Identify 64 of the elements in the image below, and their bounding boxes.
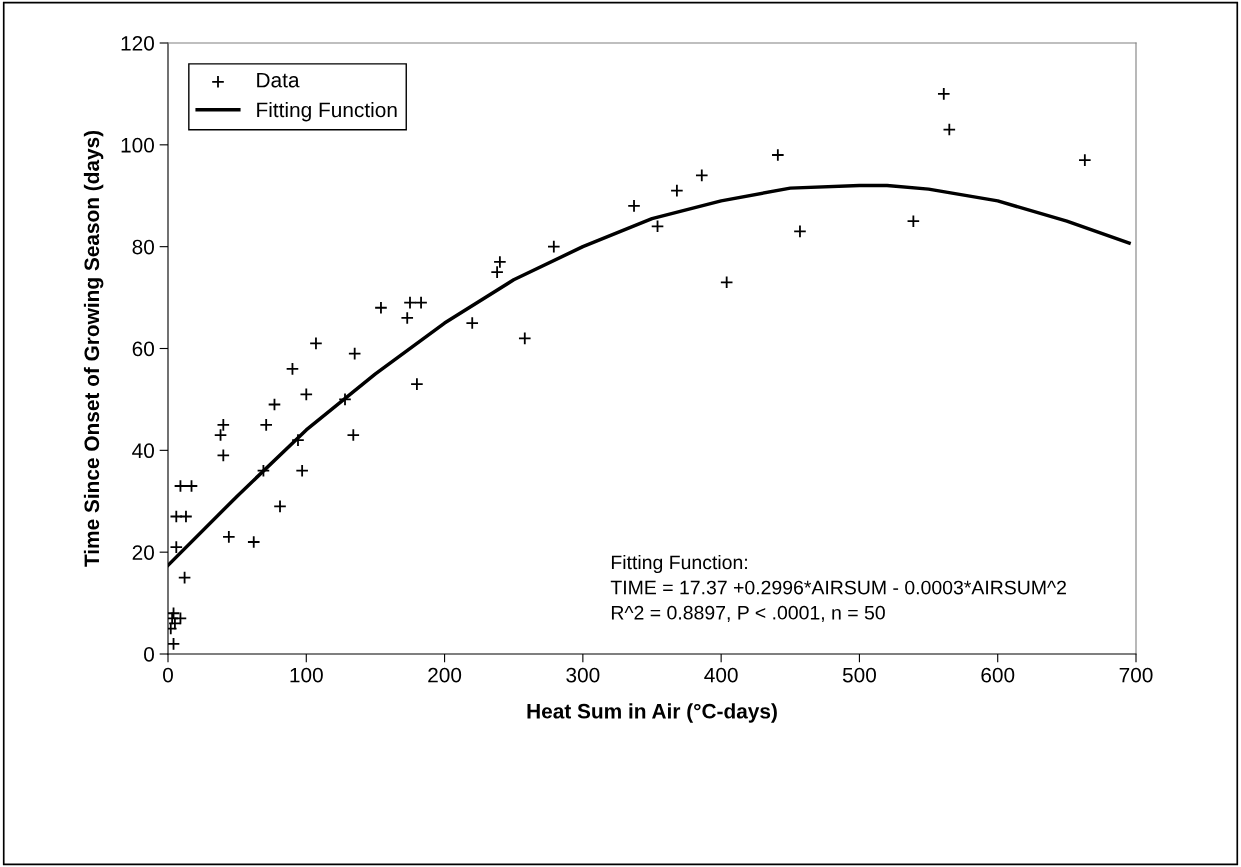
y-axis-title: Time Since Onset of Growing Season (days): [83, 130, 104, 567]
point: [793, 224, 807, 239]
x-axis-title: Heat Sum in Air (°C-days): [527, 703, 777, 723]
point: [942, 122, 957, 137]
point: [309, 336, 323, 351]
point: [179, 509, 193, 524]
point: [216, 448, 231, 463]
x-tick-label: 700: [1119, 667, 1153, 683]
point: [222, 530, 236, 544]
y-tick-label: 0: [144, 647, 154, 662]
point: [169, 540, 184, 554]
point: [247, 535, 261, 549]
point: [493, 255, 507, 269]
y-tick-label: 20: [132, 545, 154, 560]
point: [400, 311, 414, 325]
point: [184, 479, 199, 493]
point: [670, 183, 684, 198]
x-tick-label: 400: [704, 667, 738, 683]
point: [273, 499, 287, 514]
point: [168, 637, 181, 651]
point: [295, 463, 309, 478]
point: [465, 316, 479, 330]
x-tick-label: 300: [566, 667, 600, 683]
point: [168, 606, 181, 620]
point: [256, 463, 271, 478]
y-tick-label: 40: [132, 443, 154, 459]
point: [490, 265, 504, 279]
point: [403, 295, 417, 310]
point: [338, 392, 352, 407]
x-tick-label: 200: [428, 667, 462, 683]
x-tick-label: 0: [163, 667, 173, 683]
point: [906, 214, 921, 228]
point: [719, 275, 734, 290]
point: [347, 346, 362, 361]
y-tick-label: 80: [132, 239, 154, 255]
x-tick-label: 500: [842, 667, 876, 683]
point: [410, 377, 424, 391]
point: [414, 295, 428, 310]
legend-label: Fitting Function: [257, 102, 397, 122]
point: [259, 418, 273, 432]
legend-label: Data: [257, 72, 300, 88]
point: [374, 301, 388, 315]
point: [650, 219, 665, 234]
point: [267, 397, 282, 412]
point: [1078, 153, 1092, 167]
point: [216, 418, 231, 432]
point: [937, 87, 951, 101]
y-tick-label: 120: [121, 36, 154, 51]
point: [627, 199, 641, 213]
point: [547, 239, 561, 254]
point: [771, 148, 785, 162]
point: [695, 168, 709, 183]
point: [177, 570, 192, 585]
point: [346, 428, 361, 442]
point: [285, 362, 300, 376]
annotation: Fitting Function: TIME = 17.37 +0.2996*AIRSUM - 0.0003*AIRSUM^2 R^2 = 0.8897, P < .0001, n = 50: [610, 554, 1066, 622]
point: [299, 387, 314, 402]
point: [213, 428, 228, 442]
point: [173, 479, 188, 493]
y-tick-label: 60: [132, 341, 154, 357]
x-tick-label: 100: [290, 667, 323, 683]
y-tick-label: 100: [121, 137, 154, 153]
point: [518, 331, 532, 346]
x-tick-label: 600: [981, 667, 1015, 683]
